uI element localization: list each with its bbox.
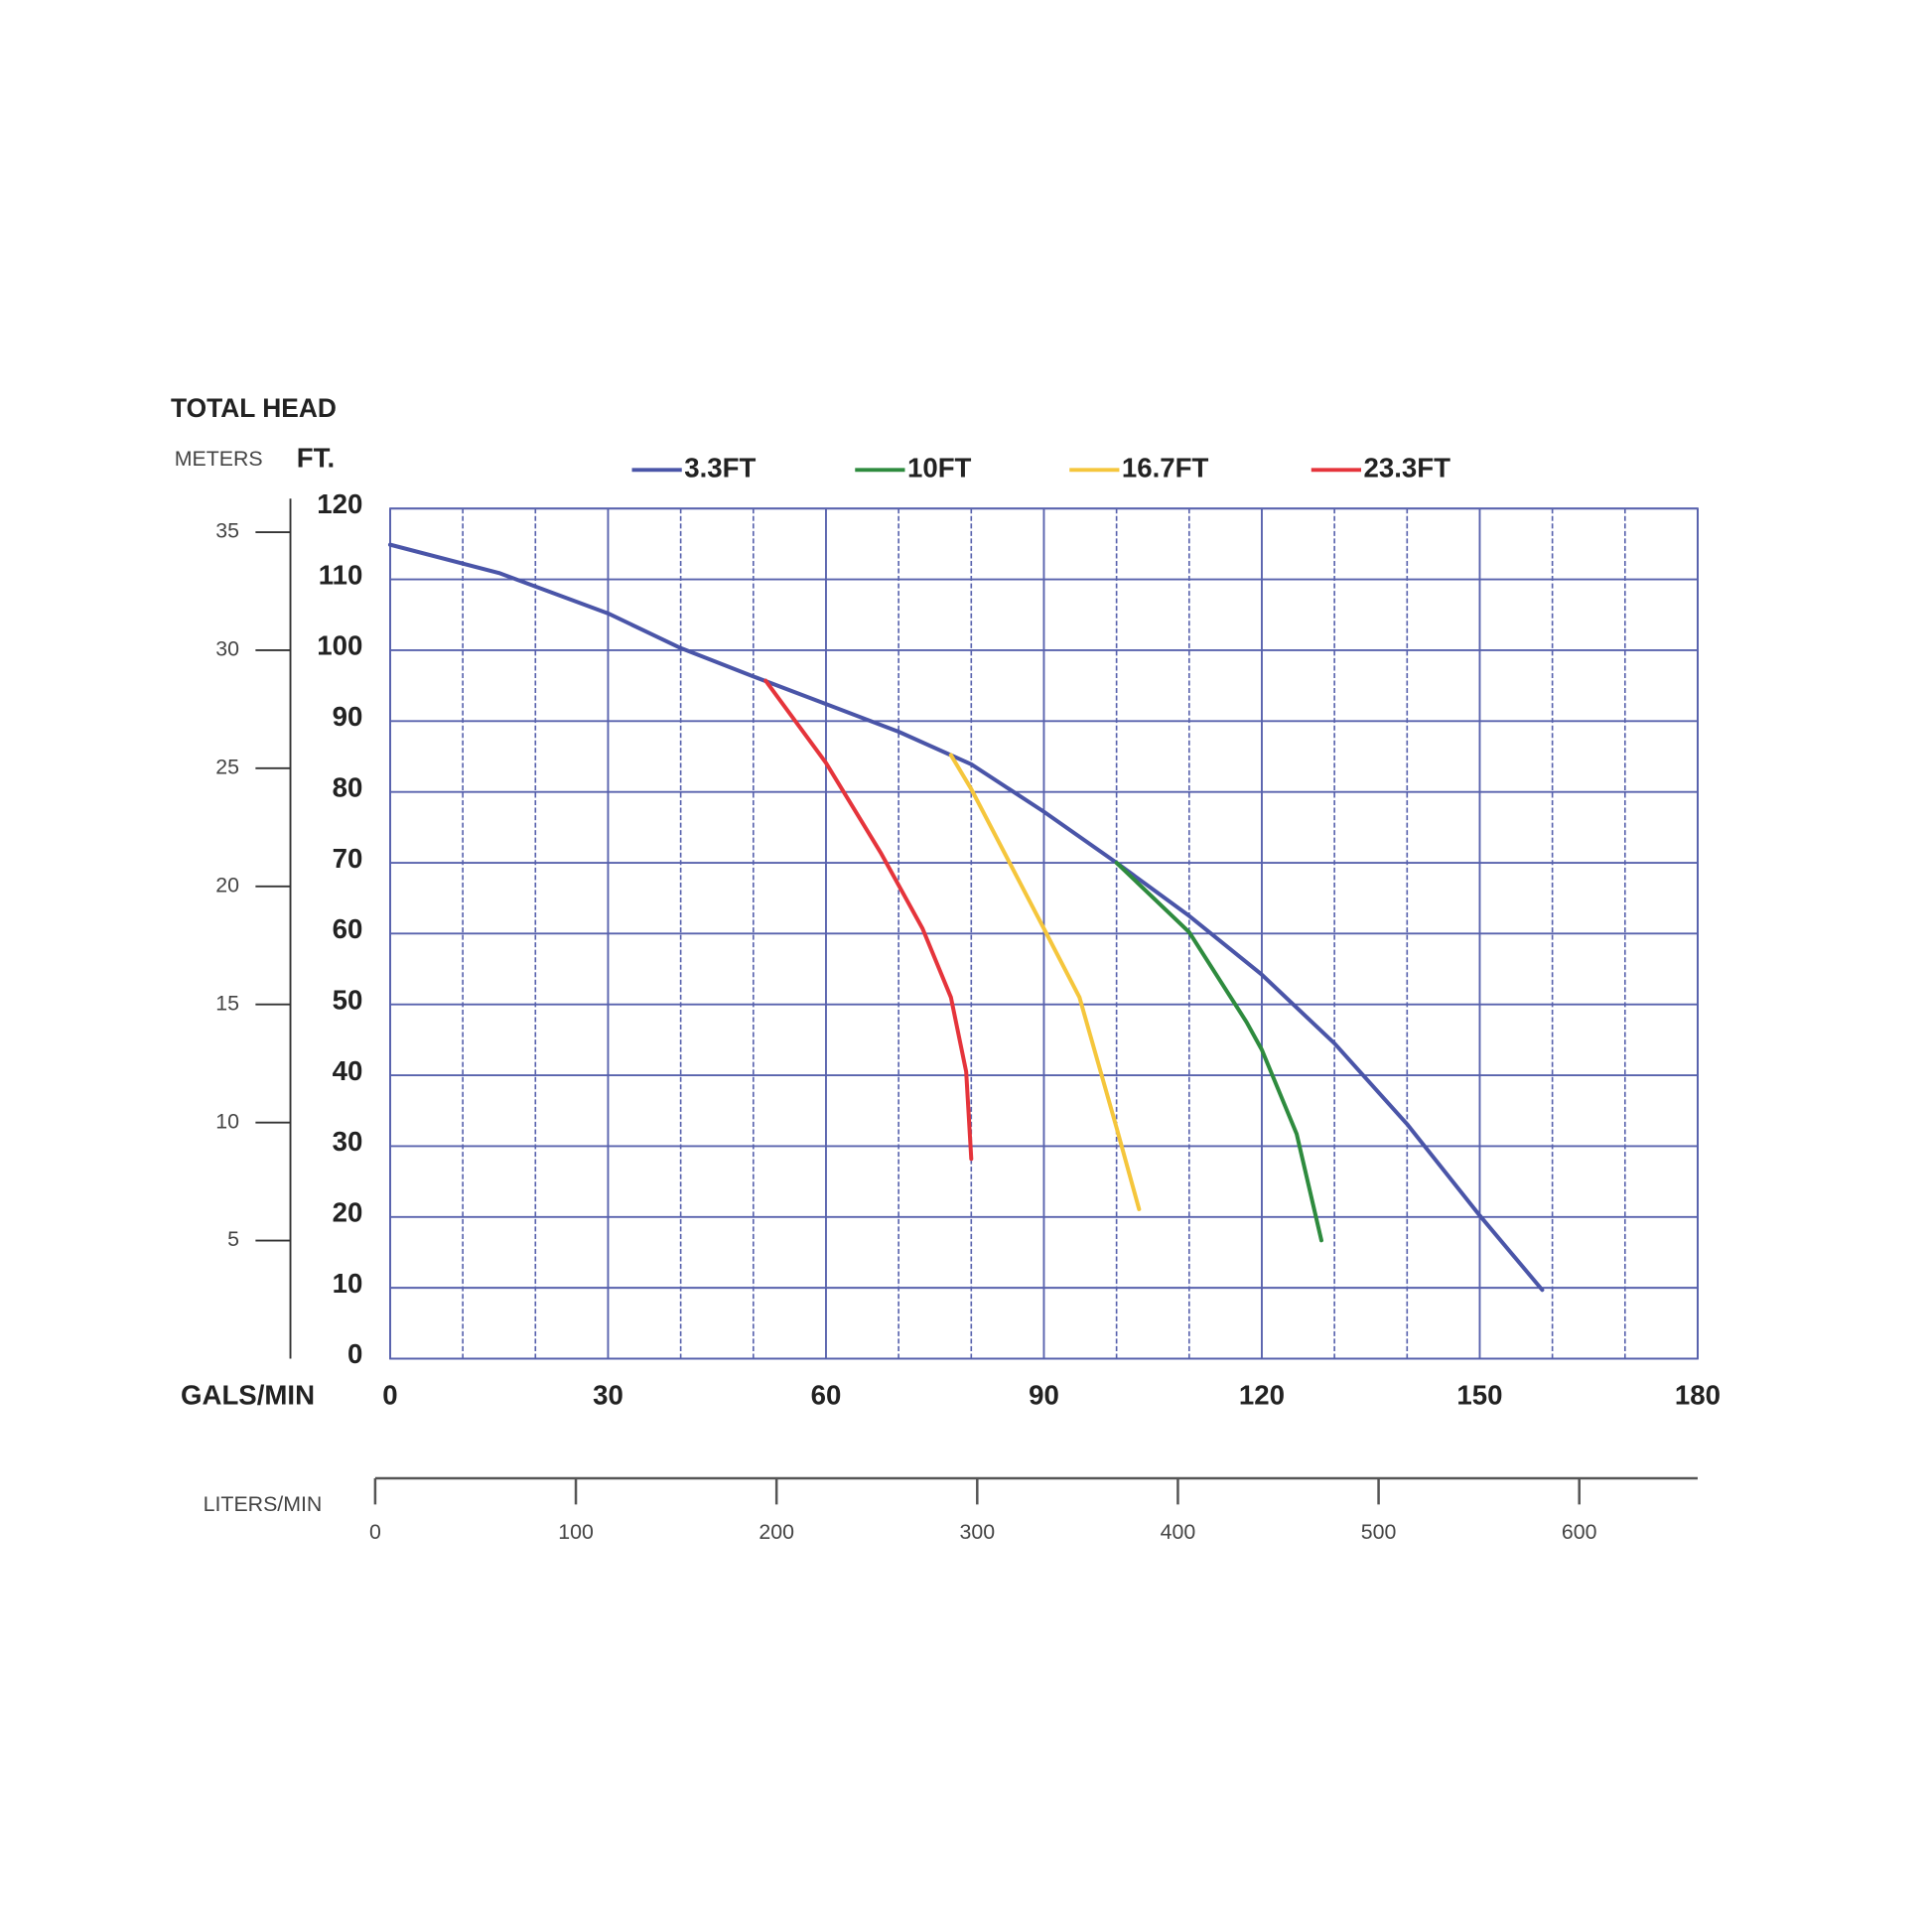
y-tick-label: 50 bbox=[333, 984, 363, 1015]
x-axis-label: GALS/MIN bbox=[181, 1380, 315, 1411]
legend-label: 3.3FT bbox=[684, 453, 756, 483]
series-line bbox=[948, 753, 1142, 1211]
y-tick-label: 60 bbox=[333, 913, 363, 944]
y2-tick-label: 25 bbox=[215, 756, 239, 779]
x2-axis-label: LITERS/MIN bbox=[204, 1492, 323, 1516]
x2-tick-label: 300 bbox=[960, 1520, 996, 1544]
legend-label: 16.7FT bbox=[1122, 453, 1209, 483]
legend-label: 23.3FT bbox=[1363, 453, 1450, 483]
series-line bbox=[1114, 860, 1323, 1243]
x-tick-label: 150 bbox=[1456, 1380, 1502, 1411]
x2-tick-label: 500 bbox=[1361, 1520, 1397, 1544]
y-axis-label: FT. bbox=[297, 443, 335, 474]
x2-tick-label: 100 bbox=[558, 1520, 594, 1544]
y-tick-label: 20 bbox=[333, 1197, 363, 1228]
y2-tick-label: 5 bbox=[227, 1227, 239, 1251]
y-tick-label: 10 bbox=[333, 1268, 363, 1299]
y-tick-label: 0 bbox=[347, 1338, 362, 1369]
y2-tick-label: 20 bbox=[215, 873, 239, 897]
x-tick-label: 30 bbox=[593, 1380, 623, 1411]
x-tick-label: 90 bbox=[1029, 1380, 1059, 1411]
series-line bbox=[763, 678, 974, 1162]
y2-tick-label: 15 bbox=[215, 991, 239, 1015]
y-tick-label: 40 bbox=[333, 1055, 363, 1086]
legend-label: 10FT bbox=[907, 453, 972, 483]
series-line bbox=[387, 542, 1545, 1293]
y-tick-label: 120 bbox=[317, 488, 362, 519]
chart-title: TOTAL HEAD bbox=[171, 393, 337, 423]
x2-tick-label: 0 bbox=[369, 1520, 381, 1544]
y2-tick-label: 30 bbox=[215, 637, 239, 661]
y-tick-label: 90 bbox=[333, 701, 363, 732]
y-tick-label: 110 bbox=[319, 559, 363, 590]
y2-tick-label: 35 bbox=[215, 519, 239, 543]
y2-axis-label: METERS bbox=[175, 447, 263, 471]
x-tick-label: 60 bbox=[811, 1380, 842, 1411]
x2-tick-label: 200 bbox=[759, 1520, 794, 1544]
x-tick-label: 120 bbox=[1239, 1380, 1285, 1411]
y2-tick-label: 10 bbox=[215, 1109, 239, 1133]
y-tick-label: 80 bbox=[333, 771, 363, 802]
x-tick-label: 0 bbox=[382, 1380, 397, 1411]
y-tick-label: 30 bbox=[333, 1126, 363, 1157]
x2-tick-label: 400 bbox=[1161, 1520, 1196, 1544]
plot-border bbox=[389, 507, 1699, 1360]
y-tick-label: 70 bbox=[333, 843, 363, 874]
x2-tick-label: 600 bbox=[1562, 1520, 1597, 1544]
y-tick-label: 100 bbox=[317, 630, 362, 661]
x-tick-label: 180 bbox=[1675, 1380, 1721, 1411]
